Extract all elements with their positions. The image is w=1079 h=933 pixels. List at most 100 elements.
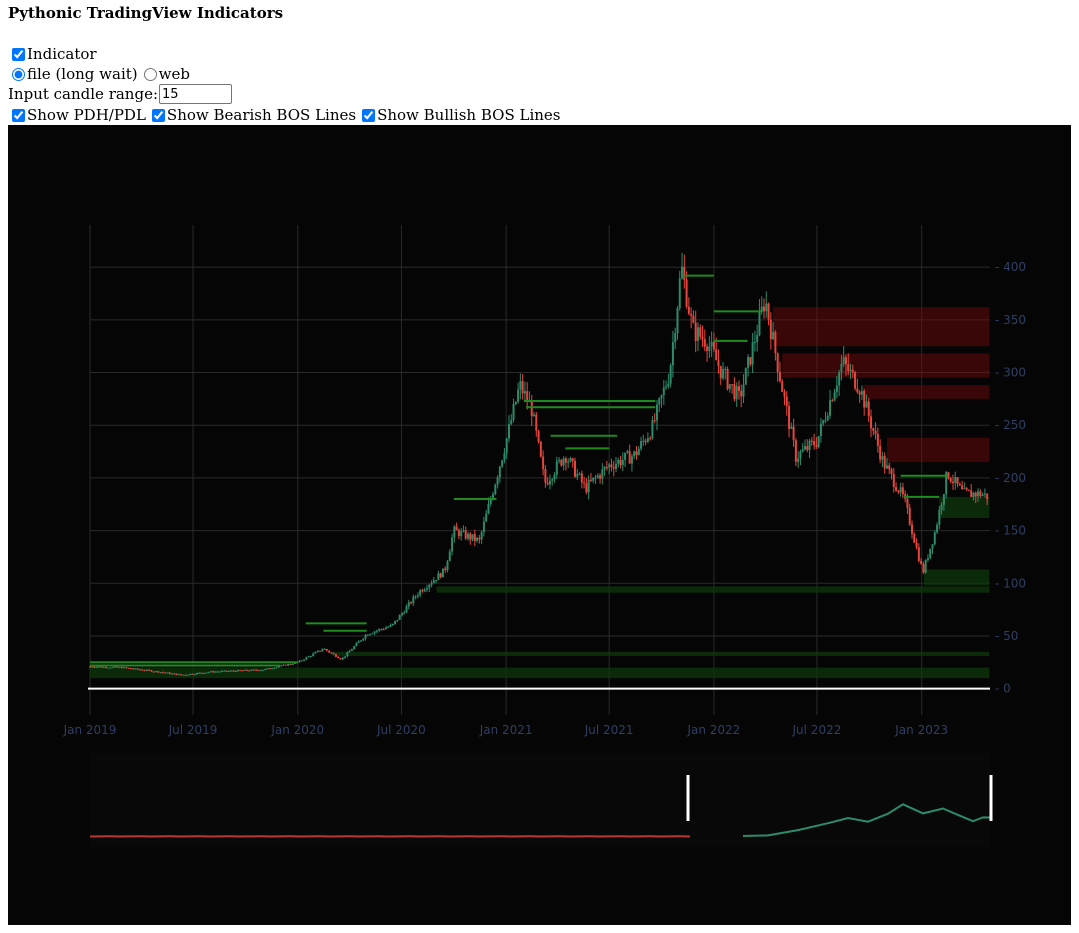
candle-body — [482, 521, 485, 533]
candle-body — [287, 664, 290, 666]
indicator-checkbox[interactable] — [12, 47, 25, 61]
candle-body — [649, 438, 652, 440]
show-bearish-bos-checkbox[interactable] — [151, 108, 165, 122]
candle-body — [747, 357, 750, 368]
candle-body — [353, 646, 356, 650]
file-radio[interactable] — [12, 67, 25, 81]
candle-body — [273, 667, 276, 669]
candle-body — [662, 387, 665, 396]
bearish-zone — [782, 353, 990, 378]
candle-body — [510, 420, 513, 425]
candle-body — [583, 482, 586, 484]
candle-body — [152, 671, 155, 673]
candle-body — [107, 667, 110, 669]
candle-body — [312, 653, 315, 657]
candle-body — [318, 650, 321, 652]
candle-body — [332, 653, 335, 655]
candle-body — [444, 568, 447, 571]
indicator-label[interactable]: Indicator — [27, 45, 97, 63]
candlestick-chart[interactable]: - 0 - 50 - 100 - 150 - 200 - 250 - 300 - 350 - 4… — [8, 125, 1071, 925]
candle-body — [564, 458, 567, 463]
candle-body — [432, 580, 435, 584]
candle-body — [651, 420, 654, 439]
candle-body — [542, 456, 545, 470]
candle-body — [783, 392, 786, 397]
candle-body — [619, 459, 622, 466]
bullish-zone — [331, 651, 990, 656]
candle-body — [180, 674, 183, 676]
candle-body — [398, 615, 401, 620]
candle-body — [364, 634, 367, 639]
candle-body — [462, 530, 465, 532]
candle-body — [926, 558, 929, 561]
bearish-zone — [773, 307, 990, 347]
candle-body — [394, 620, 397, 624]
candle-body — [888, 465, 891, 470]
candle-body — [494, 484, 497, 495]
show-bearish-bos-label[interactable]: Show Bearish BOS Lines — [166, 106, 357, 124]
candle-body — [521, 381, 524, 394]
candle-body — [571, 458, 574, 461]
candle-body — [237, 670, 240, 672]
candle-body — [277, 666, 280, 668]
candle-body — [250, 669, 253, 671]
candle-body — [885, 465, 888, 469]
candle-body — [644, 440, 647, 442]
web-radio-label[interactable]: web — [158, 65, 190, 83]
show-bullish-bos-label[interactable]: Show Bullish BOS Lines — [377, 106, 561, 124]
candle-range-input[interactable] — [159, 84, 232, 104]
candle-body — [589, 479, 592, 481]
candle-body — [808, 440, 811, 450]
candle-body — [339, 658, 342, 660]
candle-body — [860, 390, 863, 395]
candle-body — [225, 670, 228, 672]
candle-body — [719, 366, 722, 379]
candle-body — [428, 584, 431, 589]
candle-body — [829, 400, 832, 416]
candle-body — [715, 349, 718, 361]
candle-body — [348, 650, 351, 653]
candle-body — [938, 509, 941, 525]
candle-body — [967, 489, 970, 491]
candle-body — [712, 341, 715, 350]
candle-body — [635, 451, 638, 456]
show-pdh-pdl-checkbox[interactable] — [12, 108, 25, 122]
candle-body — [614, 463, 617, 469]
show-pdh-pdl-label[interactable]: Show PDH/PDL — [27, 106, 146, 124]
candle-body — [621, 460, 624, 466]
candle-body — [899, 487, 902, 493]
candle-body — [214, 671, 217, 673]
file-radio-label[interactable]: file (long wait) — [27, 65, 138, 83]
candle-body — [676, 308, 679, 334]
candle-body — [922, 564, 925, 573]
show-bullish-bos-checkbox[interactable] — [362, 108, 376, 122]
candle-body — [970, 490, 973, 497]
candle-body — [164, 672, 167, 674]
chart-container[interactable]: - 0 - 50 - 100 - 150 - 200 - 250 - 300 - 350 - 4… — [8, 125, 1071, 925]
web-radio[interactable] — [143, 67, 157, 81]
candle-body — [177, 674, 180, 676]
candle-body — [216, 671, 219, 673]
candle-body — [403, 612, 406, 614]
candle-body — [831, 400, 834, 402]
candle-body — [334, 654, 337, 657]
candle-body — [546, 482, 549, 485]
candle-body — [512, 403, 515, 421]
candle-body — [815, 445, 818, 447]
candle-body — [211, 671, 214, 673]
candle-body — [389, 624, 392, 627]
candle-body — [341, 657, 344, 660]
candle-body — [155, 671, 158, 673]
candle-body — [439, 573, 442, 578]
candle-body — [826, 415, 829, 420]
candle-body — [555, 461, 558, 475]
candle-body — [776, 353, 779, 373]
candle-body — [692, 315, 695, 323]
candle-body — [400, 613, 403, 616]
candle-body — [526, 391, 529, 402]
candle-body — [423, 589, 426, 592]
candle-body — [897, 490, 900, 493]
candle-body — [587, 479, 590, 493]
candle-body — [300, 660, 303, 662]
candle-body — [628, 451, 631, 464]
